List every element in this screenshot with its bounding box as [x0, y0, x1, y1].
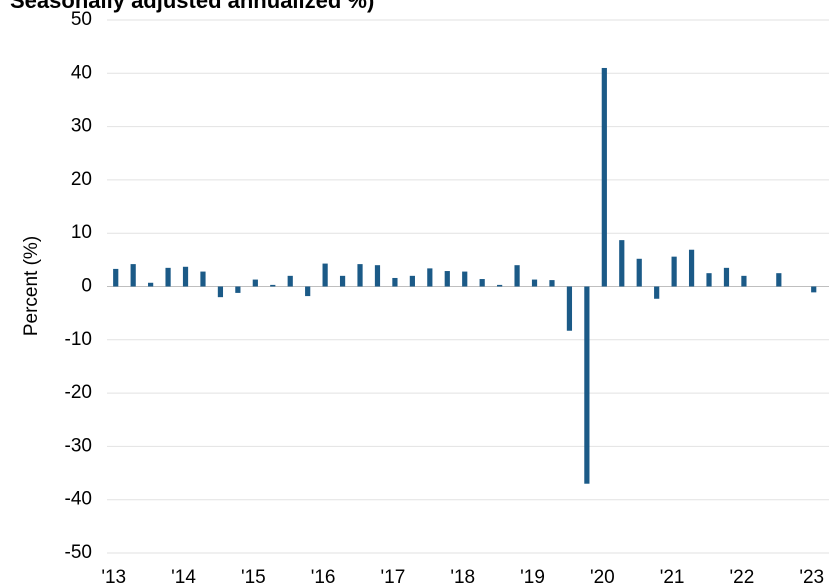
bar	[427, 268, 433, 287]
bar	[357, 264, 363, 287]
bar	[706, 273, 712, 287]
y-tick-label: -20	[65, 382, 92, 403]
bar	[165, 267, 171, 287]
y-axis-label: Percent (%)	[21, 236, 42, 336]
x-tick-label: '17	[381, 567, 406, 588]
bar	[339, 275, 346, 287]
bar	[584, 286, 590, 484]
bar	[287, 275, 293, 287]
bar	[392, 277, 398, 287]
y-tick-label: 20	[71, 169, 92, 190]
x-tick-label: '20	[590, 567, 615, 588]
y-tick-label: 30	[71, 116, 92, 137]
y-tick-label: -30	[65, 435, 92, 456]
bar	[497, 284, 503, 287]
bar	[811, 286, 817, 293]
bar	[671, 256, 677, 287]
x-tick-label: '19	[520, 567, 545, 588]
y-tick-label: -10	[65, 329, 92, 350]
bar	[723, 267, 730, 287]
bar	[619, 240, 625, 287]
y-tick-label: -50	[65, 542, 92, 563]
bar	[374, 265, 381, 287]
y-tick-label: 0	[81, 276, 92, 297]
x-tick-label: '16	[311, 567, 336, 588]
bar	[270, 284, 276, 287]
bar	[514, 265, 520, 287]
bar	[636, 258, 642, 287]
bar	[462, 271, 468, 287]
bar	[217, 286, 224, 298]
x-tick-label: '14	[171, 567, 196, 588]
y-tick-label: 50	[71, 9, 92, 30]
bar	[252, 279, 258, 287]
x-tick-label: '15	[241, 567, 266, 588]
y-tick-label: 10	[71, 222, 92, 243]
x-tick-label: '23	[799, 567, 824, 588]
bar	[566, 286, 573, 331]
bar	[305, 286, 311, 297]
bar	[444, 271, 450, 287]
bar	[741, 275, 747, 287]
x-tick-label: '13	[101, 567, 126, 588]
bar	[148, 282, 154, 287]
bar	[479, 279, 485, 287]
bar	[654, 286, 660, 299]
x-tick-label: '18	[450, 567, 475, 588]
bar	[182, 266, 189, 287]
bar	[776, 273, 782, 287]
y-tick-label: -40	[65, 489, 92, 510]
bar	[130, 264, 136, 287]
bar	[235, 286, 241, 293]
bar	[549, 280, 555, 287]
bar	[200, 271, 206, 287]
x-tick-label: '22	[730, 567, 755, 588]
bar	[322, 263, 328, 287]
bar	[531, 279, 538, 287]
bar	[688, 249, 695, 287]
bar	[601, 67, 607, 287]
bar	[409, 275, 415, 287]
bar	[113, 268, 119, 287]
chart-title: Seasonally adjusted annualized %)	[10, 0, 374, 13]
y-tick-label: 40	[71, 62, 92, 83]
x-tick-label: '21	[660, 567, 685, 588]
